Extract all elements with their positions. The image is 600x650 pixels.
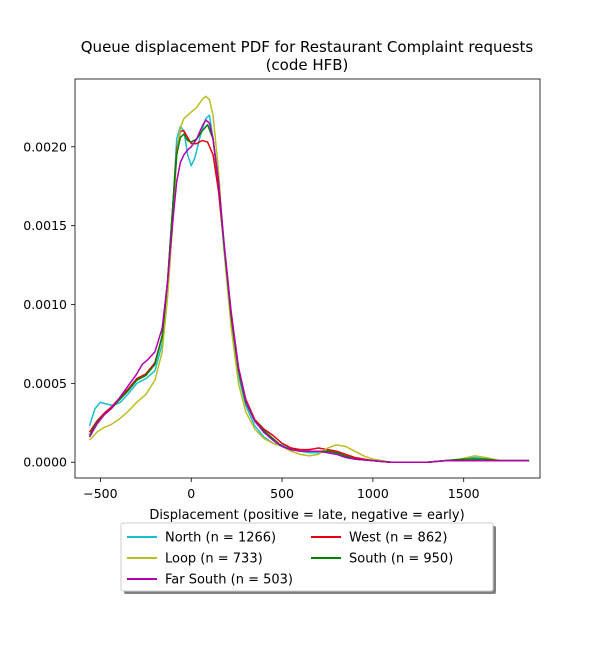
chart-title-line-1: Queue displacement PDF for Restaurant Co… bbox=[81, 38, 534, 56]
legend-entry: Far South (n = 503) bbox=[165, 573, 293, 588]
legend-entry: West (n = 862) bbox=[349, 531, 447, 546]
series-line-3 bbox=[88, 123, 530, 463]
x-tick-label: 0 bbox=[187, 486, 195, 501]
x-tick-label: 500 bbox=[270, 486, 294, 501]
y-tick-label: 0.0000 bbox=[23, 455, 67, 470]
y-tick-label: 0.0005 bbox=[23, 376, 67, 391]
x-tick-label: 1000 bbox=[357, 486, 389, 501]
plot-frame bbox=[74, 78, 541, 479]
legend-entry: North (n = 1266) bbox=[165, 531, 276, 546]
legend-entry: South (n = 950) bbox=[349, 552, 453, 567]
legend-entry: Loop (n = 733) bbox=[165, 552, 263, 567]
series-line-1 bbox=[88, 130, 530, 463]
legend-box bbox=[120, 522, 494, 592]
series-line-4 bbox=[88, 119, 530, 463]
series-line-2 bbox=[88, 95, 530, 463]
x-axis: −500 0 500 1000 1500 bbox=[83, 478, 480, 501]
y-tick-label: 0.0015 bbox=[23, 218, 67, 233]
plot-area bbox=[74, 78, 541, 479]
y-axis: 0.0000 0.0005 0.0010 0.0015 0.0020 bbox=[23, 139, 75, 470]
x-tick-label: −500 bbox=[83, 486, 117, 501]
series-line-0 bbox=[88, 114, 530, 463]
y-tick-label: 0.0010 bbox=[23, 297, 67, 312]
chart-title-line-2: (code HFB) bbox=[266, 56, 349, 74]
y-tick-label: 0.0020 bbox=[23, 139, 67, 154]
x-axis-label: Displacement (positive = late, negative … bbox=[149, 508, 464, 523]
x-tick-label: 1500 bbox=[448, 486, 480, 501]
legend: North (n = 1266) West (n = 862) Loop (n = … bbox=[120, 522, 496, 594]
